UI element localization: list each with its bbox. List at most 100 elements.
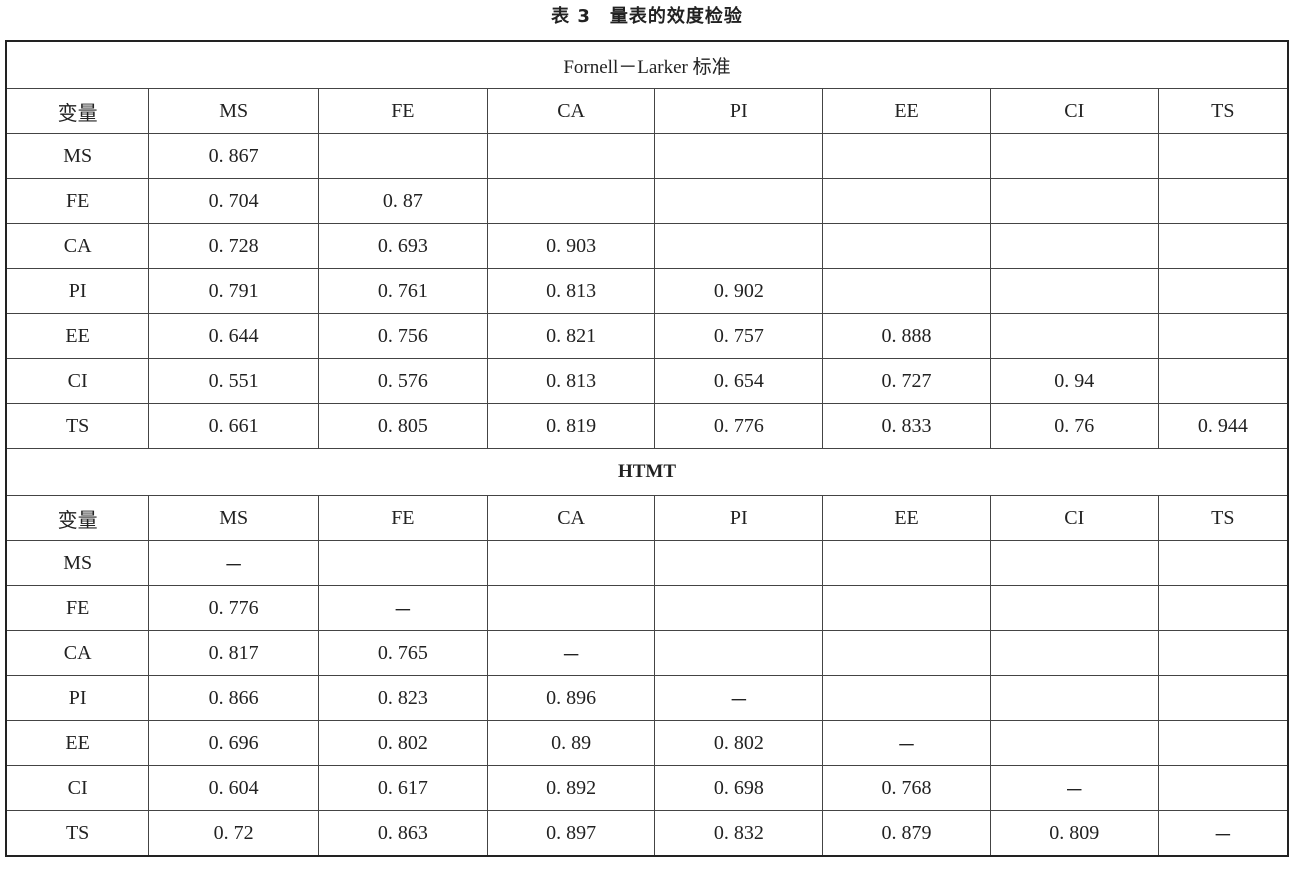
section-label: HTMT (5, 448, 1289, 496)
row-label: MS (5, 540, 150, 586)
table-cell: 0. 817 (148, 630, 319, 676)
table-cell: 0. 728 (148, 223, 319, 269)
column-header: PI (654, 495, 824, 541)
table-cell: － (822, 720, 991, 766)
row-label: TS (5, 810, 150, 857)
table-cell (654, 540, 824, 586)
table-cell (1157, 720, 1289, 766)
table-cell: 0. 833 (822, 403, 991, 449)
table-cell (822, 268, 991, 314)
table-cell: － (148, 540, 319, 586)
table-cell: 0. 693 (318, 223, 488, 269)
table-cell: 0. 944 (1157, 403, 1289, 449)
row-label: EE (5, 313, 150, 359)
table-cell (989, 223, 1159, 269)
table-cell: 0. 757 (654, 313, 824, 359)
table-title: 表 3 量表的效度检验 (551, 6, 743, 27)
table-cell (1157, 585, 1289, 631)
row-label: EE (5, 720, 150, 766)
column-header: EE (822, 88, 991, 134)
table-cell (989, 133, 1159, 179)
table-row: CI 0. 604 0. 617 0. 892 0. 698 0. 768 － (5, 765, 1289, 811)
table-cell: 0. 892 (486, 765, 656, 811)
column-header: CI (989, 495, 1159, 541)
table-cell: 0. 813 (486, 358, 656, 404)
table-row: PI 0. 866 0. 823 0. 896 － (5, 675, 1289, 721)
table-row: CA 0. 817 0. 765 － (5, 630, 1289, 676)
row-label: MS (5, 133, 150, 179)
table-cell: 0. 823 (318, 675, 488, 721)
table-cell: 0. 617 (318, 765, 488, 811)
table-cell: 0. 604 (148, 765, 319, 811)
table-cell: 0. 879 (822, 810, 991, 857)
row-label: CI (5, 358, 150, 404)
row-label: PI (5, 268, 150, 314)
column-header: PI (654, 88, 824, 134)
table-cell (318, 540, 488, 586)
row-label: CA (5, 630, 150, 676)
section-header-row: Fornell－Larker 标准 (5, 40, 1289, 89)
table-cell (486, 540, 656, 586)
table-cell: 0. 576 (318, 358, 488, 404)
table-cell: 0. 866 (148, 675, 319, 721)
table-cell (318, 133, 488, 179)
table-cell (1157, 178, 1289, 224)
table-cell (989, 630, 1159, 676)
table-row: TS 0. 661 0. 805 0. 819 0. 776 0. 833 0. 76 0. … (5, 403, 1289, 449)
table-cell (1157, 765, 1289, 811)
table-cell (822, 178, 991, 224)
table-cell (989, 585, 1159, 631)
row-label: FE (5, 585, 150, 631)
row-label: TS (5, 403, 150, 449)
table-cell (1157, 133, 1289, 179)
table-cell: 0. 802 (318, 720, 488, 766)
table-cell: 0. 696 (148, 720, 319, 766)
table-cell: 0. 94 (989, 358, 1159, 404)
table-cell (822, 675, 991, 721)
table-cell: 0. 791 (148, 268, 319, 314)
table-row: CA 0. 728 0. 693 0. 903 (5, 223, 1289, 269)
row-label: PI (5, 675, 150, 721)
table-cell: 0. 704 (148, 178, 319, 224)
table-cell (1157, 540, 1289, 586)
table-cell (1157, 268, 1289, 314)
column-header: MS (148, 88, 319, 134)
table-cell: 0. 902 (654, 268, 824, 314)
table-cell: 0. 819 (486, 403, 656, 449)
validity-table: Fornell－Larker 标准 变量 MS FE CA PI EE CI TS MS 0. 86… (5, 40, 1289, 857)
table-cell (654, 133, 824, 179)
table-cell: 0. 832 (654, 810, 824, 857)
table-cell: 0. 551 (148, 358, 319, 404)
table-cell: － (989, 765, 1159, 811)
table-cell (654, 178, 824, 224)
column-header: CA (486, 495, 656, 541)
table-cell (989, 675, 1159, 721)
table-cell: 0. 89 (486, 720, 656, 766)
table-cell: 0. 888 (822, 313, 991, 359)
table-cell: 0. 863 (318, 810, 488, 857)
table-cell (654, 630, 824, 676)
table-cell: － (318, 585, 488, 631)
column-header-row: 变量 MS FE CA PI EE CI TS (5, 88, 1289, 134)
column-header: FE (318, 88, 488, 134)
table-cell (1157, 675, 1289, 721)
table-cell (1157, 358, 1289, 404)
table-cell: 0. 76 (989, 403, 1159, 449)
table-cell: 0. 813 (486, 268, 656, 314)
table-cell: 0. 756 (318, 313, 488, 359)
column-header: 变量 (5, 88, 150, 134)
table-cell: 0. 821 (486, 313, 656, 359)
table-cell: 0. 661 (148, 403, 319, 449)
table-cell: 0. 761 (318, 268, 488, 314)
table-cell: 0. 644 (148, 313, 319, 359)
column-header: CA (486, 88, 656, 134)
table-cell: 0. 654 (654, 358, 824, 404)
table-cell (1157, 313, 1289, 359)
table-row: PI 0. 791 0. 761 0. 813 0. 902 (5, 268, 1289, 314)
row-label: CI (5, 765, 150, 811)
section-header-row: HTMT (5, 448, 1289, 496)
column-header: FE (318, 495, 488, 541)
table-cell (486, 133, 656, 179)
table-cell: 0. 765 (318, 630, 488, 676)
table-row: EE 0. 696 0. 802 0. 89 0. 802 － (5, 720, 1289, 766)
